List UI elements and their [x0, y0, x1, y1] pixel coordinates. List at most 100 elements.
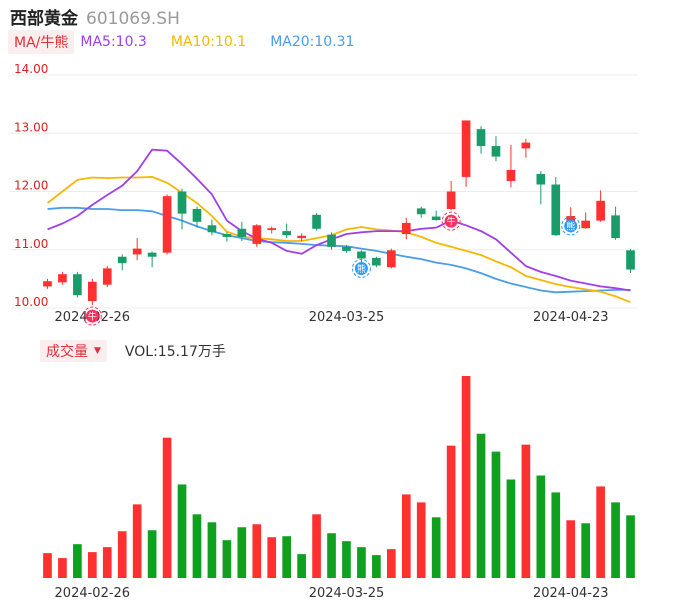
candle-up: [506, 169, 516, 182]
volume-bar-down: [431, 517, 441, 578]
volume-bar-up: [267, 537, 277, 578]
ma20-line: [47, 206, 631, 294]
bear-marker-ring: [351, 258, 371, 278]
volume-bar-up: [461, 376, 471, 578]
candle-down: [177, 191, 187, 214]
price-tick-label: 11.00: [14, 237, 48, 251]
candle-down: [237, 228, 247, 237]
date-tick-label: 2024-02-26: [55, 586, 131, 601]
candle-up: [581, 220, 591, 229]
price-tick-label: 13.00: [14, 120, 48, 134]
candle-up: [252, 225, 262, 244]
volume-bar-up: [401, 494, 411, 578]
candle-down: [312, 214, 321, 229]
bear-marker-badge: [354, 261, 368, 275]
candle-down: [222, 234, 232, 237]
volume-bar-down: [551, 492, 561, 578]
volume-bar-up: [596, 486, 605, 578]
candle-down: [73, 274, 82, 296]
candle-down: [147, 252, 157, 257]
candle-up: [132, 248, 142, 255]
candle-up: [58, 274, 67, 283]
candle-up: [267, 228, 277, 230]
ma-indicator-selector[interactable]: MA/牛熊: [8, 30, 75, 54]
candle-down: [357, 251, 366, 259]
candle-down: [372, 257, 381, 266]
bear-marker-label: 熊: [566, 220, 575, 232]
volume-bar-down: [536, 475, 546, 578]
volume-bar-up: [162, 437, 172, 578]
volume-bar-down: [282, 536, 292, 578]
ma20-legend: MA20:10.31: [270, 34, 355, 50]
bull-marker-badge: [85, 309, 99, 323]
volume-value: VOL:15.17万手: [124, 344, 226, 360]
stock-code: 601069.SH: [86, 9, 180, 29]
volume-bar-down: [297, 554, 306, 578]
bull-marker-badge: [444, 214, 458, 228]
candle-up: [596, 200, 605, 221]
candle-up: [461, 120, 471, 177]
candle-down: [476, 129, 486, 147]
date-tick-label: 2024-03-25: [309, 586, 385, 601]
volume-bar-down: [192, 514, 202, 578]
candle-down: [207, 225, 217, 233]
volume-bar-up: [521, 444, 531, 578]
volume-bar-up: [132, 504, 142, 578]
candle-up: [43, 281, 52, 287]
volume-bar-up: [102, 547, 112, 578]
candle-up: [102, 268, 112, 285]
volume-tag-label: 成交量: [46, 344, 88, 360]
ma10-legend: MA10:10.1: [170, 34, 247, 50]
volume-bar-down: [491, 451, 501, 578]
candle-up: [87, 281, 97, 302]
candle-up: [446, 191, 456, 209]
volume-bar-up: [312, 514, 321, 578]
volume-bar-up: [87, 552, 97, 578]
candle-down: [342, 246, 351, 251]
candle-down: [551, 184, 561, 236]
candle-down: [431, 216, 441, 221]
volume-bar-down: [237, 527, 247, 578]
price-tick-label: 10.00: [14, 295, 48, 309]
caret-down-icon: ▼: [94, 346, 101, 356]
candle-down: [117, 256, 127, 264]
stock-name: 西部黄金: [10, 9, 78, 29]
volume-bar-up: [386, 549, 396, 578]
volume-bar-down: [506, 479, 516, 578]
volume-bar-up: [43, 553, 52, 578]
candle-up: [521, 142, 531, 149]
volume-bar-down: [207, 522, 217, 578]
volume-bar-up: [416, 502, 426, 578]
date-tick-label: 2024-04-23: [533, 310, 609, 325]
volume-bar-down: [372, 555, 381, 578]
volume-indicator-selector[interactable]: 成交量 ▼: [40, 340, 107, 362]
volume-bar-down: [342, 541, 351, 578]
candle-down: [536, 174, 546, 185]
ma10-line: [46, 175, 631, 304]
volume-bar-down: [73, 544, 82, 578]
candle-down: [327, 234, 336, 247]
volume-bar-up: [58, 558, 67, 578]
volume-bar-down: [357, 547, 366, 578]
candle-down: [416, 208, 426, 215]
volume-bar-down: [581, 523, 591, 578]
volume-bar-down: [626, 515, 635, 578]
date-tick-label: 2024-04-23: [533, 586, 609, 601]
volume-bar-up: [446, 445, 456, 578]
bull-marker-ring: [441, 211, 461, 231]
ma-legend: MA/牛熊 MA5:10.3 MA10:10.1 MA20:10.31: [8, 30, 378, 54]
volume-bar-up: [566, 520, 576, 578]
candle-down: [491, 146, 501, 157]
stock-header: 西部黄金 601069.SH: [10, 4, 180, 29]
price-tick-label: 12.00: [14, 179, 48, 193]
volume-bar-down: [222, 540, 232, 578]
bull-marker-label: 牛: [88, 311, 97, 323]
ma5-line: [47, 148, 631, 292]
bear-marker-badge: [564, 219, 578, 233]
volume-bar-down: [177, 484, 187, 578]
candle-down: [626, 250, 635, 270]
volume-bar-down: [611, 502, 620, 578]
bull-marker-label: 牛: [447, 216, 456, 228]
price-tick-label: 14.00: [14, 62, 48, 76]
